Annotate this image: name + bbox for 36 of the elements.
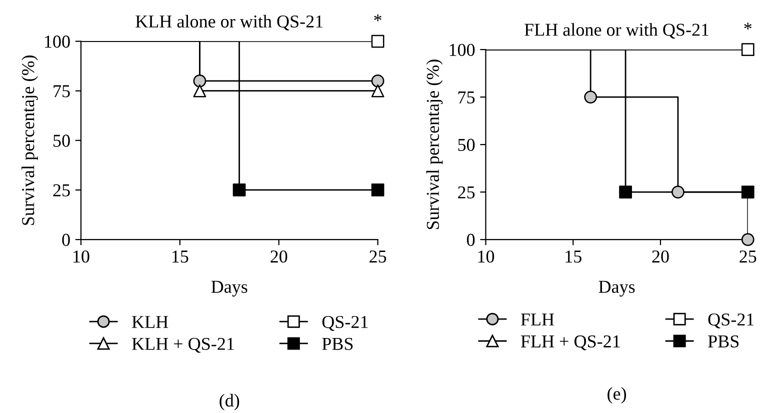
annotation: * (744, 22, 752, 30)
y-tick-label: 75 (458, 91, 475, 104)
x-tick-label: 20 (652, 250, 669, 263)
legend-label: QS-21 (708, 313, 754, 328)
legend-label: PBS (322, 338, 353, 350)
legend-label: FLH + QS-21 (520, 335, 620, 350)
annotation: * (374, 14, 382, 22)
y-tick-label: 0 (466, 234, 475, 246)
y-tick-label: 75 (54, 85, 70, 98)
text: (e) (608, 387, 626, 404)
x-tick-label: 10 (74, 250, 90, 263)
text: (d) (220, 394, 240, 410)
x-axis-title: Days (211, 280, 248, 297)
chart-title: FLH alone or with QS-21 (524, 23, 708, 39)
y-tick-label: 50 (54, 134, 70, 147)
y-tick-label: 25 (53, 184, 70, 196)
x-tick-label: 15 (566, 250, 582, 263)
legend-label: KLH + QS-21 (132, 338, 234, 353)
x-tick-label: 25 (370, 250, 386, 263)
y-tick-label: 25 (458, 186, 475, 198)
y-tick-label: 100 (45, 36, 70, 48)
y-tick-label: 0 (62, 234, 70, 246)
y-axis-title: Survival percentaje (%) (426, 60, 443, 230)
y-axis-title: Survival percentaje (%) (22, 55, 38, 225)
x-axis-title: Days (598, 280, 635, 297)
x-tick-label: 10 (478, 250, 494, 263)
y-tick-label: 50 (458, 138, 475, 151)
legend-label: PBS (708, 335, 739, 348)
x-tick-label: 25 (740, 250, 756, 263)
legend-label: FLH (520, 314, 554, 326)
legend-label: KLH (132, 316, 168, 328)
chart-title: KLH alone or with QS-21 (136, 14, 323, 30)
legend-label: QS-21 (322, 316, 368, 331)
y-tick-label: 100 (450, 44, 475, 56)
x-tick-label: 20 (270, 250, 288, 263)
x-tick-label: 15 (172, 250, 188, 263)
